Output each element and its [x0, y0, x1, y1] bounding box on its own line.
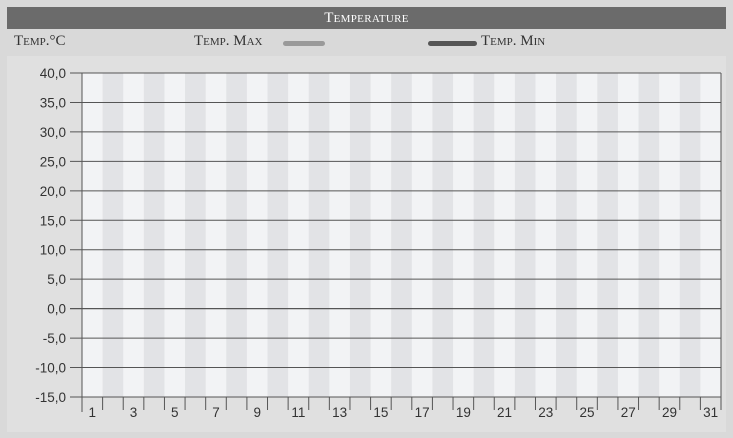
- x-tick-label: 7: [212, 405, 220, 420]
- x-tick-label: 15: [373, 405, 388, 420]
- day-column: [679, 73, 701, 397]
- legend: Temp.°C Temp. Max Temp. Min: [7, 29, 726, 56]
- x-tick-label: 27: [621, 405, 636, 420]
- day-column: [700, 73, 722, 397]
- day-column: [164, 73, 186, 397]
- legend-swatch-temp-min: [428, 41, 477, 46]
- day-column: [349, 73, 371, 397]
- day-column: [123, 73, 145, 397]
- x-tick-label: 21: [497, 405, 512, 420]
- legend-swatch-temp-max: [283, 41, 325, 46]
- day-column: [576, 73, 598, 397]
- day-column: [288, 73, 310, 397]
- day-column: [556, 73, 578, 397]
- day-column: [411, 73, 433, 397]
- y-tick-label: -15,0: [35, 390, 66, 405]
- x-tick-label: 31: [703, 405, 718, 420]
- day-column: [597, 73, 619, 397]
- x-tick-label: 3: [130, 405, 138, 420]
- y-tick-label: -10,0: [35, 361, 66, 376]
- x-tick-label: 1: [89, 405, 97, 420]
- day-column: [205, 73, 227, 397]
- day-column: [617, 73, 639, 397]
- y-tick-label: -5,0: [43, 331, 66, 346]
- x-tick-label: 13: [332, 405, 347, 420]
- y-tick-label: 10,0: [40, 243, 66, 258]
- chart-title: Temperature: [7, 7, 726, 29]
- x-tick-label: 23: [538, 405, 553, 420]
- day-column: [185, 73, 206, 397]
- y-tick-label: 25,0: [40, 154, 66, 169]
- y-tick-label: 35,0: [40, 95, 66, 110]
- x-tick-label: 17: [415, 405, 430, 420]
- day-column: [370, 73, 392, 397]
- legend-label-temp-max: Temp. Max: [194, 33, 263, 49]
- day-column: [329, 73, 351, 397]
- day-column: [391, 73, 413, 397]
- y-tick-label: 20,0: [40, 184, 66, 199]
- legend-label-temp-min: Temp. Min: [481, 33, 546, 49]
- x-tick-label: 9: [253, 405, 261, 420]
- x-tick-label: 19: [456, 405, 471, 420]
- day-column: [453, 73, 474, 397]
- x-tick-label: 29: [662, 405, 677, 420]
- x-tick-label: 25: [580, 405, 595, 420]
- y-tick-label: 15,0: [40, 213, 66, 228]
- y-tick-label: 0,0: [47, 302, 66, 317]
- x-tick-label: 5: [171, 405, 179, 420]
- day-column: [102, 73, 124, 397]
- day-column: [432, 73, 454, 397]
- day-column: [143, 73, 165, 397]
- day-column: [473, 73, 495, 397]
- day-column: [267, 73, 289, 397]
- day-column: [638, 73, 660, 397]
- day-column: [494, 73, 516, 397]
- day-column: [514, 73, 536, 397]
- x-tick-label: 11: [291, 405, 305, 420]
- day-column: [535, 73, 557, 397]
- day-column: [246, 73, 268, 397]
- day-column: [659, 73, 681, 397]
- day-column: [308, 73, 330, 397]
- y-tick-label: 40,0: [40, 66, 66, 81]
- y-tick-label: 30,0: [40, 125, 66, 140]
- y-tick-label: 5,0: [47, 272, 66, 287]
- day-column: [82, 73, 103, 397]
- day-column: [226, 73, 248, 397]
- y-axis-unit-label: Temp.°C: [14, 33, 66, 49]
